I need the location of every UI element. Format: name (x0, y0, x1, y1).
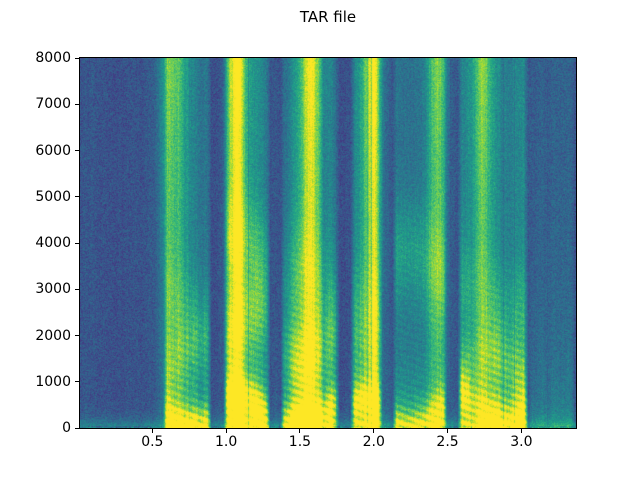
x-tick-label: 2.5 (436, 434, 459, 450)
y-tick-mark (75, 150, 79, 151)
x-tick-mark (225, 429, 227, 433)
x-tick-mark (151, 429, 153, 433)
x-tick-label: 0.5 (141, 434, 164, 450)
y-tick-label: 2000 (35, 327, 71, 344)
y-tick-mark (75, 57, 79, 59)
plot-area (79, 57, 577, 429)
y-tick-mark (75, 335, 79, 336)
x-tick-label: 3.0 (510, 434, 533, 450)
x-tick-mark (299, 429, 301, 433)
y-tick-label: 5000 (35, 188, 71, 205)
x-tick-label: 1.5 (288, 434, 312, 450)
y-tick-mark (75, 242, 79, 244)
y-tick-label: 1000 (35, 373, 71, 390)
spectrogram-image (80, 58, 576, 428)
y-tick-mark (75, 103, 79, 105)
y-tick-mark (75, 381, 79, 383)
y-tick-mark (75, 196, 79, 198)
x-tick-mark (447, 429, 449, 433)
x-tick-mark (520, 429, 522, 433)
y-tick-mark (75, 288, 79, 290)
x-tick-label: 2.0 (362, 434, 385, 450)
y-tick-label: 0 (62, 420, 71, 436)
y-tick-label: 6000 (35, 142, 71, 159)
x-tick-label: 1.0 (215, 434, 238, 450)
y-tick-label: 4000 (35, 235, 71, 251)
x-tick-mark (373, 429, 375, 433)
chart-title: TAR file (299, 8, 357, 26)
y-tick-label: 3000 (35, 281, 71, 298)
y-tick-mark (75, 427, 79, 429)
y-tick-label: 8000 (35, 50, 71, 66)
y-tick-label: 7000 (35, 96, 71, 113)
